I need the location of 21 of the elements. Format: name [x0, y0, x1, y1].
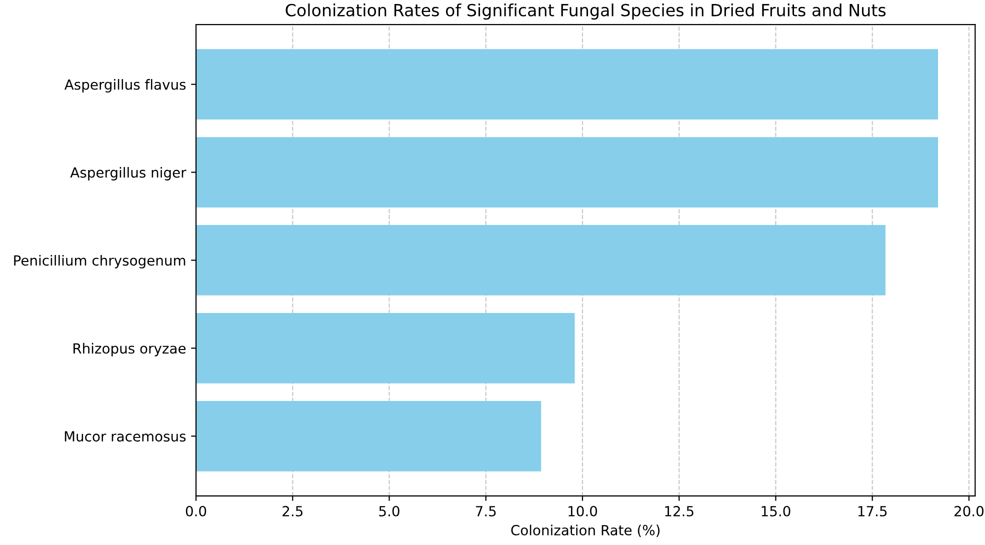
y-tick-label: Aspergillus niger: [70, 167, 186, 180]
x-tick-label: 17.5: [858, 506, 887, 516]
y-tick-label: Rhizopus oryzae: [74, 342, 186, 356]
x-tick-label: 5.0: [379, 506, 400, 516]
x-tick-label: 0.0: [186, 506, 206, 516]
y-tick-label: Mucor racemosus: [64, 431, 186, 442]
x-tick-label: 7.5: [476, 506, 496, 516]
y-tick-label: Aspergillus flavus: [64, 79, 186, 92]
bar: [196, 49, 938, 120]
x-tick-label: 20.0: [954, 506, 984, 516]
bar: [196, 313, 575, 384]
bar: [196, 225, 886, 296]
x-tick-label: 10.0: [568, 506, 598, 516]
x-tick-label: 2.5: [282, 506, 302, 516]
x-tick-label: 12.5: [665, 506, 694, 516]
y-tick-label: Penicillium chrysogenum: [14, 254, 186, 268]
bar: [196, 400, 542, 472]
bar: [196, 137, 938, 208]
x-axis-title: Colonization Rate (%): [511, 524, 660, 538]
x-tick-label: 15.0: [762, 506, 790, 516]
chart-title: Colonization Rates of Significant Fungal Species in Dried Fruits and Nuts: [286, 4, 886, 20]
